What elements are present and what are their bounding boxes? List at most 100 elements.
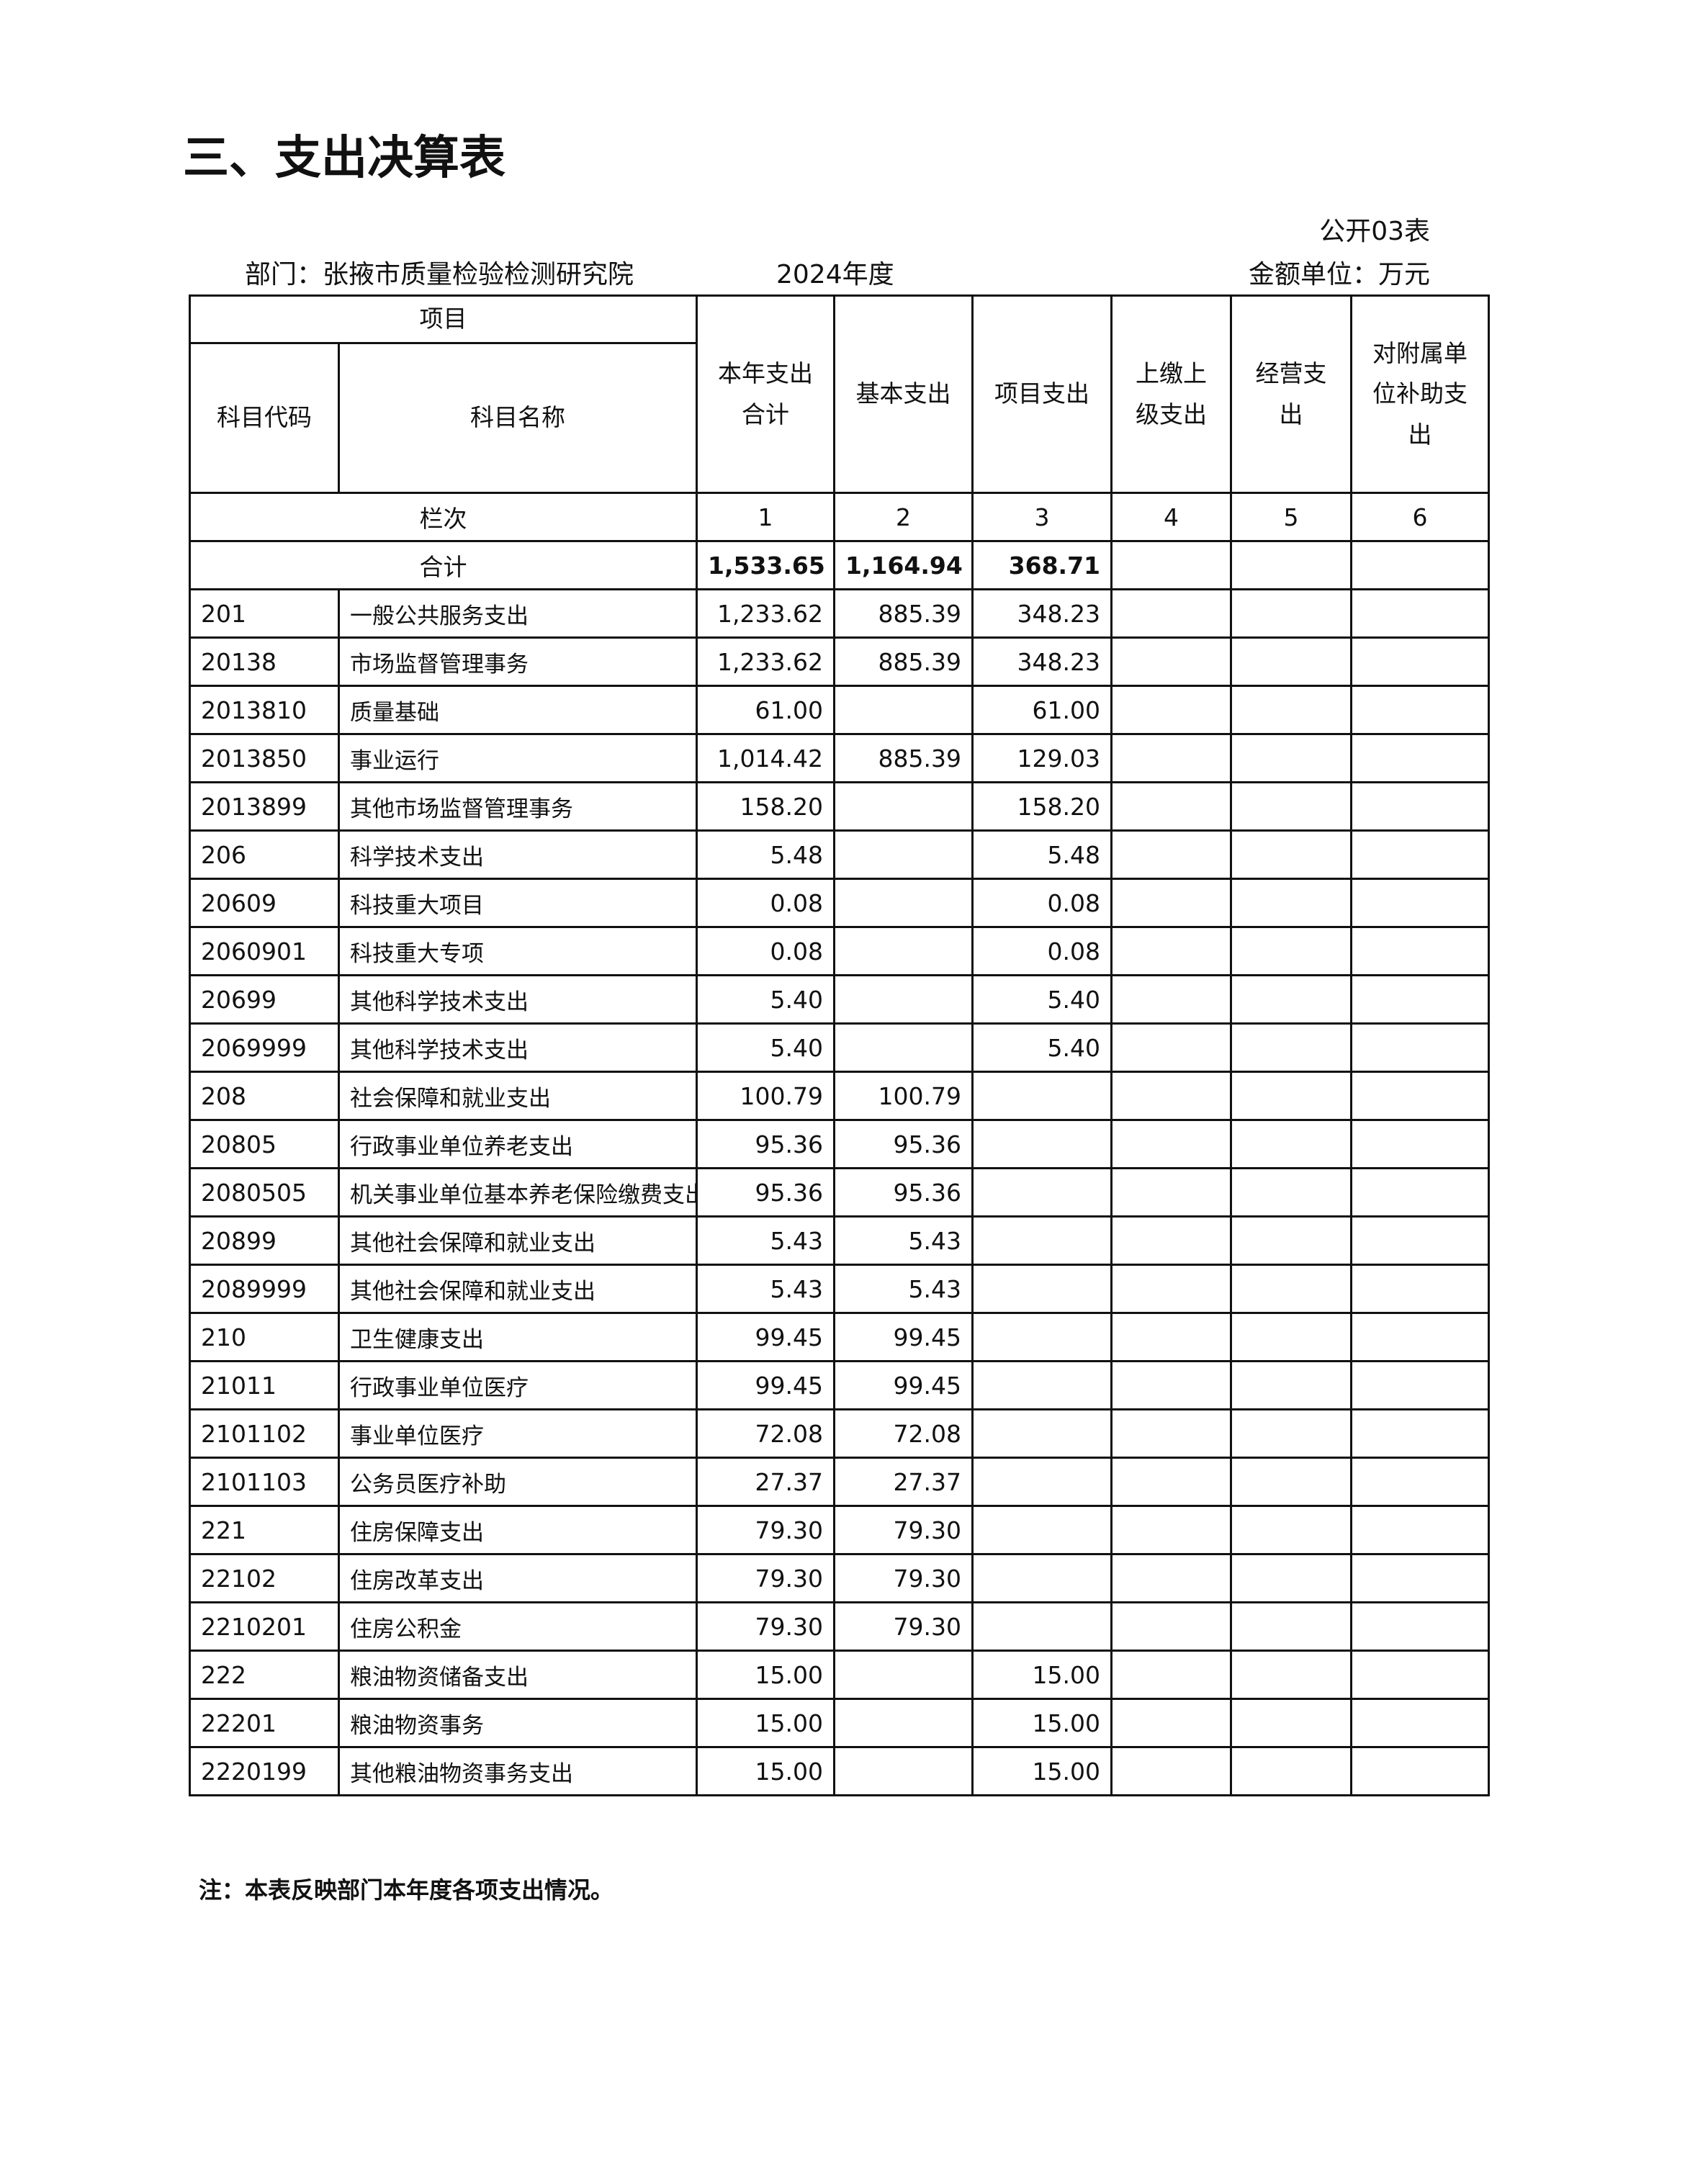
amount-cell: 15.00 xyxy=(696,1650,835,1700)
amount-cell xyxy=(1230,1215,1352,1266)
header-cell: 科目名称 xyxy=(338,342,698,494)
amount-cell xyxy=(1350,1553,1490,1603)
code-cell: 2069999 xyxy=(189,1022,340,1073)
name-cell: 粮油物资事务 xyxy=(338,1698,698,1748)
note: 注：本表反映部门本年度各项支出情况。 xyxy=(199,1876,614,1904)
amount-cell: 5.43 xyxy=(696,1215,835,1266)
name-cell: 住房改革支出 xyxy=(338,1553,698,1603)
header-cell: 本年支出合计 xyxy=(696,294,835,494)
amount-cell xyxy=(1110,1553,1232,1603)
amount-cell xyxy=(1230,1746,1352,1796)
amount-cell: 5.48 xyxy=(696,829,835,880)
amount-cell xyxy=(1350,1505,1490,1555)
amount-cell xyxy=(833,685,974,735)
amount-cell: 99.45 xyxy=(696,1360,835,1410)
code-cell: 2089999 xyxy=(189,1264,340,1314)
amount-cell: 79.30 xyxy=(696,1601,835,1652)
amount-cell xyxy=(833,926,974,976)
table-row: 210 卫生健康支出 99.45 99.45 xyxy=(189,1312,1490,1362)
total-cell: 1,533.65 xyxy=(696,540,835,590)
header-cell: 对附属单位补助支出 xyxy=(1350,294,1490,494)
amount-cell xyxy=(1230,1312,1352,1362)
name-cell: 一般公共服务支出 xyxy=(338,588,698,639)
table-row: 2080505 机关事业单位基本养老保险缴费支出 95.36 95.36 xyxy=(189,1167,1490,1218)
name-cell: 其他市场监督管理事务 xyxy=(338,781,698,832)
amount-cell xyxy=(1110,1312,1232,1362)
code-cell: 2013810 xyxy=(189,685,340,735)
amount-cell: 99.45 xyxy=(696,1312,835,1362)
amount-cell: 1,233.62 xyxy=(696,588,835,639)
column-number-row: 栏次 1 2 3 4 5 6 xyxy=(189,492,1490,542)
table-row: 2013899 其他市场监督管理事务 158.20 158.20 xyxy=(189,781,1490,832)
amount-cell xyxy=(1350,878,1490,928)
name-cell: 其他社会保障和就业支出 xyxy=(338,1215,698,1266)
column-number: 2 xyxy=(833,492,974,542)
code-cell: 221 xyxy=(189,1505,340,1555)
amount-cell: 79.30 xyxy=(696,1553,835,1603)
amount-cell xyxy=(1350,1119,1490,1169)
year: 2024年度 xyxy=(776,260,894,289)
amount-cell xyxy=(833,1698,974,1748)
amount-cell xyxy=(1110,733,1232,783)
table-row: 20805 行政事业单位养老支出 95.36 95.36 xyxy=(189,1119,1490,1169)
amount-cell: 5.43 xyxy=(833,1215,974,1266)
amount-cell xyxy=(833,1022,974,1073)
amount-cell xyxy=(1230,1601,1352,1652)
header-cell: 上缴上级支出 xyxy=(1110,294,1232,494)
code-cell: 2013899 xyxy=(189,781,340,832)
amount-cell xyxy=(1110,974,1232,1025)
amount-cell xyxy=(1350,1215,1490,1266)
header-cell: 基本支出 xyxy=(833,294,974,494)
amount-cell: 5.40 xyxy=(696,1022,835,1073)
amount-cell xyxy=(1110,588,1232,639)
amount-cell xyxy=(1350,685,1490,735)
table-row: 201 一般公共服务支出 1,233.62 885.39 348.23 xyxy=(189,588,1490,639)
amount-cell: 79.30 xyxy=(833,1553,974,1603)
amount-cell: 15.00 xyxy=(696,1746,835,1796)
code-cell: 21011 xyxy=(189,1360,340,1410)
amount-cell: 5.48 xyxy=(971,829,1113,880)
name-cell: 行政事业单位养老支出 xyxy=(338,1119,698,1169)
amount-cell xyxy=(1110,1360,1232,1410)
amount-cell: 95.36 xyxy=(696,1167,835,1218)
column-number: 4 xyxy=(1110,492,1232,542)
amount-cell xyxy=(1110,1650,1232,1700)
amount-cell: 348.23 xyxy=(971,636,1113,687)
amount-cell xyxy=(1110,1167,1232,1218)
amount-cell xyxy=(1110,636,1232,687)
code-cell: 2060901 xyxy=(189,926,340,976)
amount-cell xyxy=(1350,1408,1490,1459)
amount-cell xyxy=(1350,1167,1490,1218)
amount-cell xyxy=(1350,1650,1490,1700)
amount-cell: 1,233.62 xyxy=(696,636,835,687)
amount-cell xyxy=(1110,1746,1232,1796)
amount-cell xyxy=(971,1408,1113,1459)
amount-cell xyxy=(1350,926,1490,976)
amount-cell xyxy=(833,878,974,928)
amount-cell xyxy=(833,974,974,1025)
amount-cell xyxy=(1350,1698,1490,1748)
code-cell: 201 xyxy=(189,588,340,639)
column-number: 3 xyxy=(971,492,1113,542)
table-row: 221 住房保障支出 79.30 79.30 xyxy=(189,1505,1490,1555)
table-row: 2013850 事业运行 1,014.42 885.39 129.03 xyxy=(189,733,1490,783)
amount-cell xyxy=(971,1167,1113,1218)
amount-cell xyxy=(1230,781,1352,832)
amount-cell: 158.20 xyxy=(696,781,835,832)
total-cell xyxy=(1110,540,1232,590)
page-title: 三、支出决算表 xyxy=(183,132,505,185)
table-row: 20699 其他科学技术支出 5.40 5.40 xyxy=(189,974,1490,1025)
table-row: 21011 行政事业单位医疗 99.45 99.45 xyxy=(189,1360,1490,1410)
amount-cell xyxy=(1110,926,1232,976)
name-cell: 行政事业单位医疗 xyxy=(338,1360,698,1410)
amount-cell xyxy=(971,1505,1113,1555)
amount-cell xyxy=(833,1746,974,1796)
amount-cell: 129.03 xyxy=(971,733,1113,783)
amount-cell xyxy=(1110,1601,1232,1652)
table-row: 222 粮油物资储备支出 15.00 15.00 xyxy=(189,1650,1490,1700)
amount-cell xyxy=(1110,829,1232,880)
amount-cell xyxy=(1350,636,1490,687)
column-number: 1 xyxy=(696,492,835,542)
table-row: 22201 粮油物资事务 15.00 15.00 xyxy=(189,1698,1490,1748)
amount-cell xyxy=(971,1360,1113,1410)
